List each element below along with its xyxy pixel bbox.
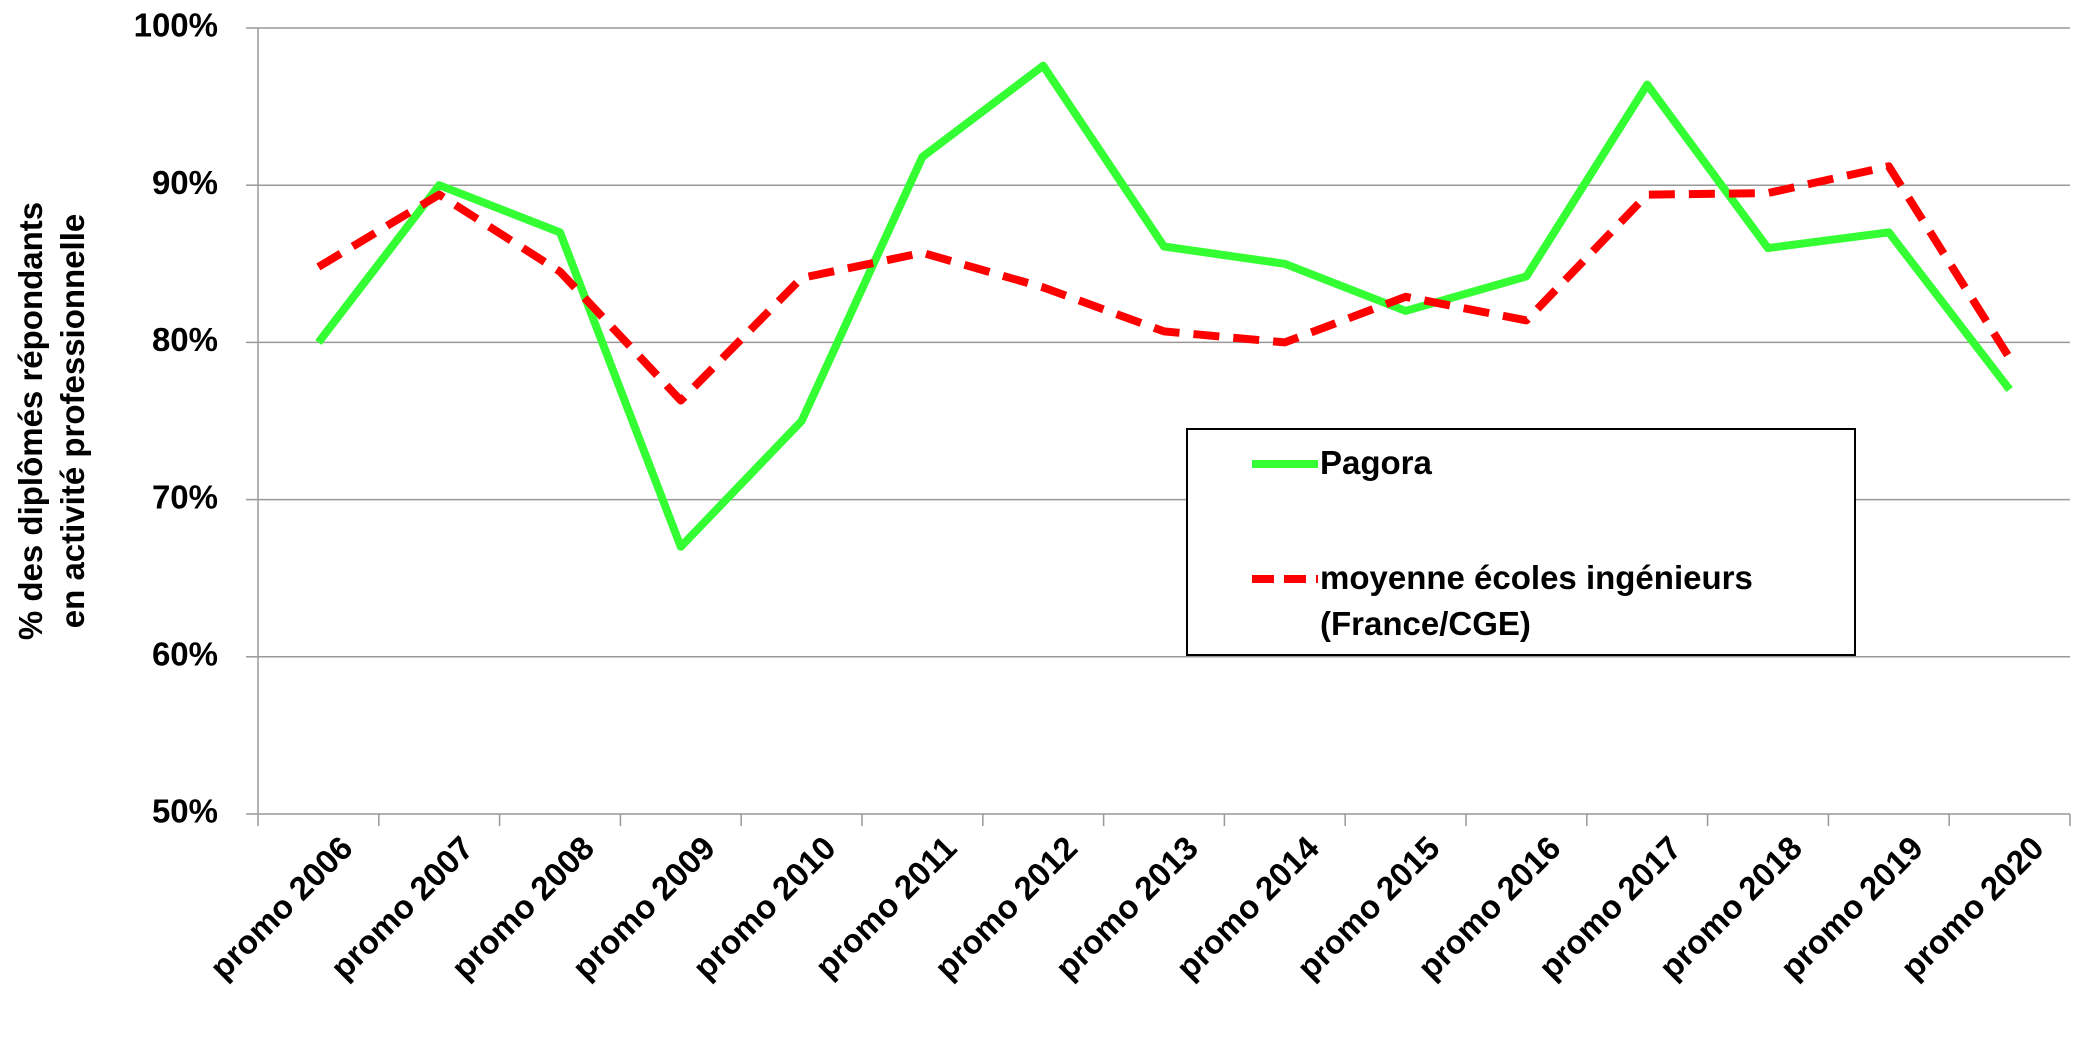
y-axis-label-line: % des diplômés répondants [12,201,49,641]
legend-swatch [1252,575,1318,583]
series-line [316,162,2013,405]
y-tick-label: 60% [152,636,218,673]
y-tick-label: 100% [134,7,218,44]
legend-item: Pagora [1250,440,1820,486]
legend-item: moyenne écoles ingénieurs (France/CGE) [1250,555,1820,647]
legend: Pagora moyenne écoles ingénieurs (France/… [1186,428,1856,656]
legend-label: Pagora [1320,444,1432,481]
y-tick-label: 50% [152,793,218,830]
y-tick-label: 70% [152,478,218,515]
series-line [315,61,2013,551]
y-tick-label: 80% [152,321,218,358]
y-tick-label: 90% [152,164,218,201]
legend-swatch [1252,460,1318,468]
y-axis-label-line: en activité professionnelle [54,213,91,629]
y-axis-label: % des diplômés répondants en activité pr… [10,202,94,640]
legend-label: moyenne écoles ingénieurs (France/CGE) [1320,559,1753,642]
